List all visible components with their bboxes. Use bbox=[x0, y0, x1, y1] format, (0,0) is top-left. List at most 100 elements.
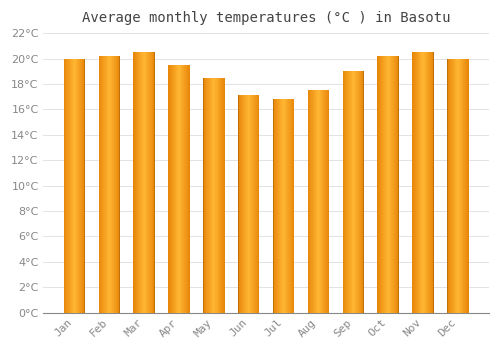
Bar bbox=[447, 58, 448, 313]
Bar bbox=[105, 56, 106, 313]
Bar bbox=[379, 56, 380, 313]
Bar bbox=[425, 52, 426, 313]
Bar bbox=[286, 99, 287, 313]
Bar bbox=[65, 58, 66, 313]
Bar bbox=[144, 52, 145, 313]
Bar bbox=[223, 78, 224, 313]
Bar bbox=[423, 52, 424, 313]
Bar bbox=[69, 58, 70, 313]
Bar bbox=[357, 71, 358, 313]
Bar bbox=[184, 65, 185, 313]
Bar bbox=[139, 52, 140, 313]
Bar bbox=[384, 56, 385, 313]
Bar bbox=[84, 58, 85, 313]
Bar bbox=[419, 52, 420, 313]
Bar bbox=[275, 99, 276, 313]
Bar bbox=[451, 58, 452, 313]
Bar bbox=[113, 56, 114, 313]
Bar bbox=[466, 58, 467, 313]
Bar bbox=[171, 65, 172, 313]
Bar bbox=[221, 78, 222, 313]
Bar bbox=[279, 99, 280, 313]
Bar bbox=[250, 96, 251, 313]
Bar bbox=[312, 90, 313, 313]
Bar bbox=[317, 90, 318, 313]
Bar bbox=[220, 78, 221, 313]
Bar bbox=[245, 96, 246, 313]
Bar bbox=[183, 65, 184, 313]
Bar bbox=[289, 99, 290, 313]
Bar bbox=[100, 56, 102, 313]
Bar bbox=[273, 99, 274, 313]
Bar bbox=[118, 56, 119, 313]
Bar bbox=[430, 52, 431, 313]
Bar bbox=[412, 52, 413, 313]
Bar bbox=[356, 71, 357, 313]
Bar bbox=[259, 96, 260, 313]
Bar bbox=[73, 58, 74, 313]
Bar bbox=[433, 52, 434, 313]
Bar bbox=[246, 96, 247, 313]
Bar bbox=[102, 56, 103, 313]
Bar bbox=[67, 58, 68, 313]
Bar bbox=[291, 99, 292, 313]
Bar bbox=[248, 96, 249, 313]
Bar bbox=[328, 90, 329, 313]
Bar bbox=[456, 58, 457, 313]
Bar bbox=[206, 78, 207, 313]
Bar bbox=[292, 99, 294, 313]
Bar bbox=[381, 56, 382, 313]
Bar bbox=[347, 71, 348, 313]
Bar bbox=[322, 90, 323, 313]
Bar bbox=[119, 56, 120, 313]
Bar bbox=[452, 58, 453, 313]
Bar bbox=[450, 58, 451, 313]
Bar bbox=[378, 56, 379, 313]
Bar bbox=[148, 52, 149, 313]
Bar bbox=[242, 96, 243, 313]
Bar bbox=[461, 58, 462, 313]
Bar bbox=[143, 52, 144, 313]
Bar bbox=[170, 65, 171, 313]
Bar bbox=[174, 65, 176, 313]
Bar bbox=[145, 52, 146, 313]
Bar bbox=[390, 56, 391, 313]
Bar bbox=[426, 52, 427, 313]
Bar bbox=[152, 52, 154, 313]
Bar bbox=[255, 96, 256, 313]
Bar bbox=[323, 90, 324, 313]
Bar bbox=[138, 52, 139, 313]
Bar bbox=[387, 56, 388, 313]
Bar bbox=[110, 56, 111, 313]
Bar bbox=[388, 56, 390, 313]
Bar bbox=[141, 52, 142, 313]
Bar bbox=[107, 56, 108, 313]
Bar bbox=[238, 96, 239, 313]
Bar bbox=[178, 65, 179, 313]
Bar bbox=[457, 58, 458, 313]
Bar bbox=[149, 52, 150, 313]
Bar bbox=[244, 96, 245, 313]
Bar bbox=[99, 56, 100, 313]
Bar bbox=[359, 71, 360, 313]
Bar bbox=[358, 71, 359, 313]
Bar bbox=[424, 52, 425, 313]
Bar bbox=[311, 90, 312, 313]
Bar bbox=[380, 56, 381, 313]
Bar bbox=[219, 78, 220, 313]
Bar bbox=[247, 96, 248, 313]
Bar bbox=[397, 56, 398, 313]
Bar bbox=[212, 78, 213, 313]
Bar bbox=[343, 71, 344, 313]
Bar bbox=[391, 56, 392, 313]
Bar bbox=[458, 58, 459, 313]
Bar bbox=[383, 56, 384, 313]
Bar bbox=[398, 56, 399, 313]
Bar bbox=[310, 90, 311, 313]
Bar bbox=[111, 56, 112, 313]
Bar bbox=[140, 52, 141, 313]
Bar bbox=[177, 65, 178, 313]
Bar bbox=[276, 99, 277, 313]
Bar bbox=[179, 65, 180, 313]
Bar bbox=[187, 65, 188, 313]
